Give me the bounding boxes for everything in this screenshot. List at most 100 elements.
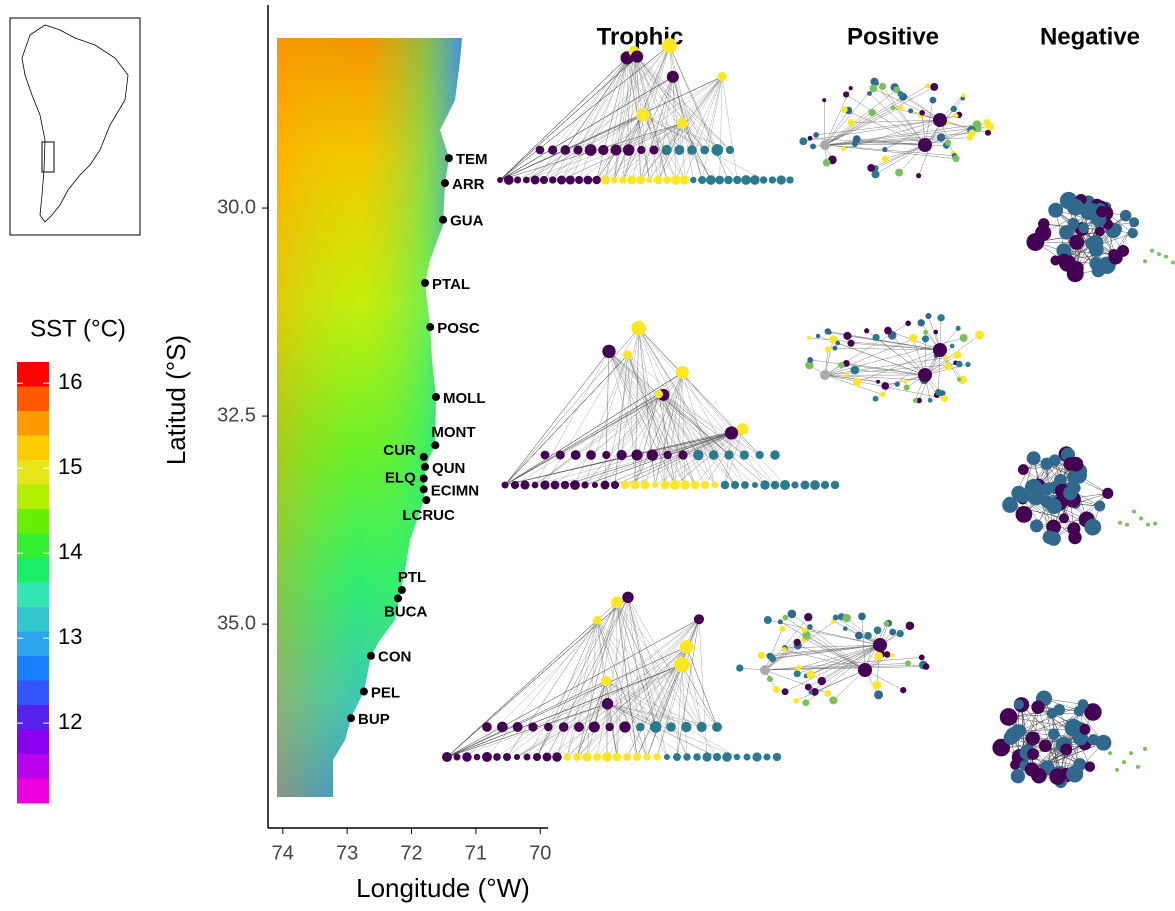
network-edge xyxy=(672,76,705,151)
network-edge xyxy=(681,664,688,758)
network-node xyxy=(633,753,641,761)
network-node xyxy=(752,752,762,762)
network-node xyxy=(637,145,646,155)
network-node xyxy=(575,175,584,185)
network-node xyxy=(874,690,884,700)
network-edge xyxy=(446,703,608,758)
network-node xyxy=(1136,764,1140,769)
network-edge xyxy=(631,45,670,181)
network-edge xyxy=(731,432,766,486)
network-node xyxy=(660,480,670,490)
network-node xyxy=(698,175,707,185)
network-node xyxy=(482,722,492,732)
site-label: BUP xyxy=(358,711,390,728)
network-node xyxy=(663,753,671,761)
network-node xyxy=(760,480,770,490)
network-edge xyxy=(560,394,664,456)
network-node xyxy=(1096,205,1108,218)
network-node xyxy=(936,133,946,142)
colorbar-swatch xyxy=(17,386,49,412)
x-axis-label: Longitude (°W) xyxy=(356,873,530,903)
network-node xyxy=(592,175,601,185)
network-edge xyxy=(844,109,926,146)
network-node xyxy=(903,379,908,384)
network-edge xyxy=(566,620,598,758)
network-edge xyxy=(892,335,926,376)
network-node xyxy=(531,481,539,489)
network-edge xyxy=(578,703,608,728)
network-node xyxy=(807,357,814,363)
network-node xyxy=(806,670,815,679)
network-edge xyxy=(486,620,598,758)
network-node xyxy=(950,105,958,113)
network-edge xyxy=(824,339,834,376)
network-edge xyxy=(516,664,682,758)
network-node xyxy=(1031,700,1045,714)
network-edge xyxy=(704,76,723,151)
network-edge xyxy=(628,56,638,151)
network-edge xyxy=(606,351,610,456)
network-node xyxy=(743,753,751,761)
network-edge xyxy=(608,351,666,486)
network-node xyxy=(829,335,838,344)
colorbar-swatch xyxy=(17,435,49,461)
network-node xyxy=(711,144,724,156)
inset-frame xyxy=(9,17,141,236)
network-node xyxy=(540,450,550,460)
network-node xyxy=(1066,198,1084,216)
network-node xyxy=(696,721,707,733)
network-edge xyxy=(566,619,700,758)
network-edge xyxy=(616,602,638,758)
network-node xyxy=(1077,699,1089,710)
network-edge xyxy=(843,119,941,149)
network-node xyxy=(622,591,634,604)
network-edge xyxy=(603,76,723,151)
network-node xyxy=(679,175,690,185)
network-node xyxy=(953,351,962,360)
network-edge xyxy=(577,51,635,151)
network-edge xyxy=(534,57,628,181)
network-node xyxy=(680,480,690,490)
network-edge xyxy=(784,644,881,692)
network-edge xyxy=(608,351,730,456)
network-node xyxy=(808,690,813,695)
network-node xyxy=(1049,768,1066,785)
network-edge xyxy=(824,126,991,146)
network-node xyxy=(944,362,952,371)
network-node xyxy=(717,71,727,82)
network-node xyxy=(820,370,830,380)
network-edge xyxy=(824,124,978,146)
network-node xyxy=(708,450,719,460)
site-label: PEL xyxy=(371,684,400,701)
network-node xyxy=(550,480,560,490)
network-node xyxy=(852,135,861,144)
network-edge xyxy=(638,328,666,486)
network-node xyxy=(781,688,789,696)
network-node xyxy=(558,722,569,732)
network-node xyxy=(968,129,976,137)
network-edge xyxy=(764,617,809,671)
network-node xyxy=(879,82,887,90)
network-node xyxy=(780,480,790,490)
network-edge xyxy=(578,57,628,181)
network-node xyxy=(872,333,880,342)
network-node xyxy=(555,450,565,460)
network-node xyxy=(820,480,830,490)
network-node xyxy=(560,480,570,490)
network-node xyxy=(693,614,705,625)
network-edge xyxy=(605,56,638,181)
network-node xyxy=(869,84,878,93)
network-node xyxy=(631,449,643,461)
colorbar-tick-label: 16 xyxy=(58,369,82,394)
network-node xyxy=(1067,217,1080,230)
network-node xyxy=(1129,217,1140,228)
network-edge xyxy=(631,76,723,181)
network-edge xyxy=(1010,504,1065,519)
network-edge xyxy=(504,354,628,486)
network-node xyxy=(674,144,685,156)
network-node xyxy=(975,330,985,340)
network-edge xyxy=(846,94,926,146)
network-edge xyxy=(616,602,718,728)
network-edge xyxy=(669,45,680,151)
network-edge xyxy=(566,602,618,758)
